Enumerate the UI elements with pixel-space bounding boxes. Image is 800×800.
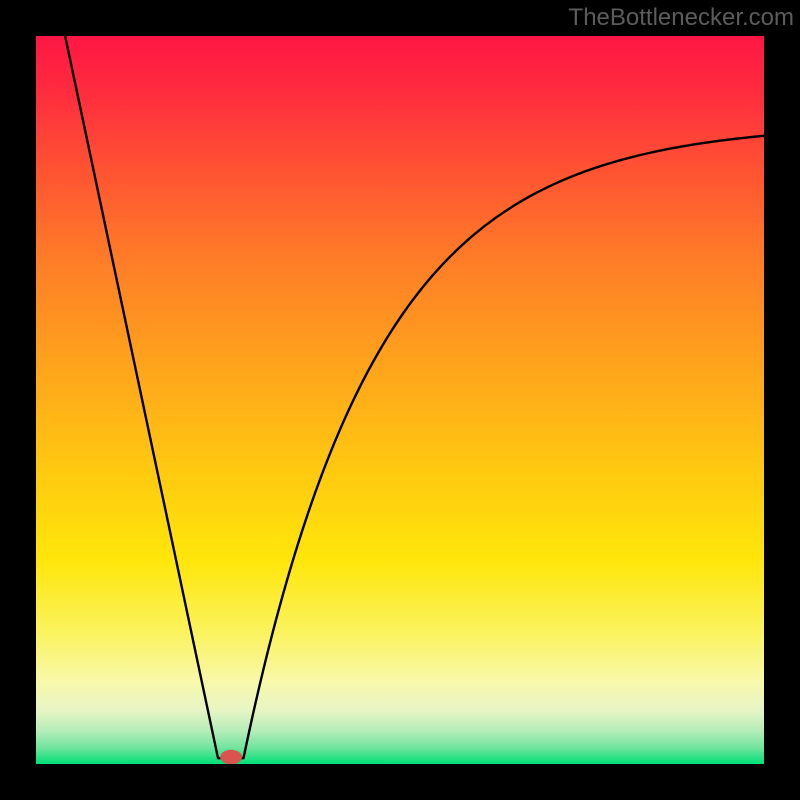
chart-frame: TheBottlenecker.com (0, 0, 800, 800)
gradient-background (36, 36, 764, 764)
plot-area (36, 36, 764, 764)
watermark-text: TheBottlenecker.com (569, 4, 794, 32)
bottleneck-curve-chart (36, 36, 764, 764)
optimum-marker (220, 750, 242, 764)
